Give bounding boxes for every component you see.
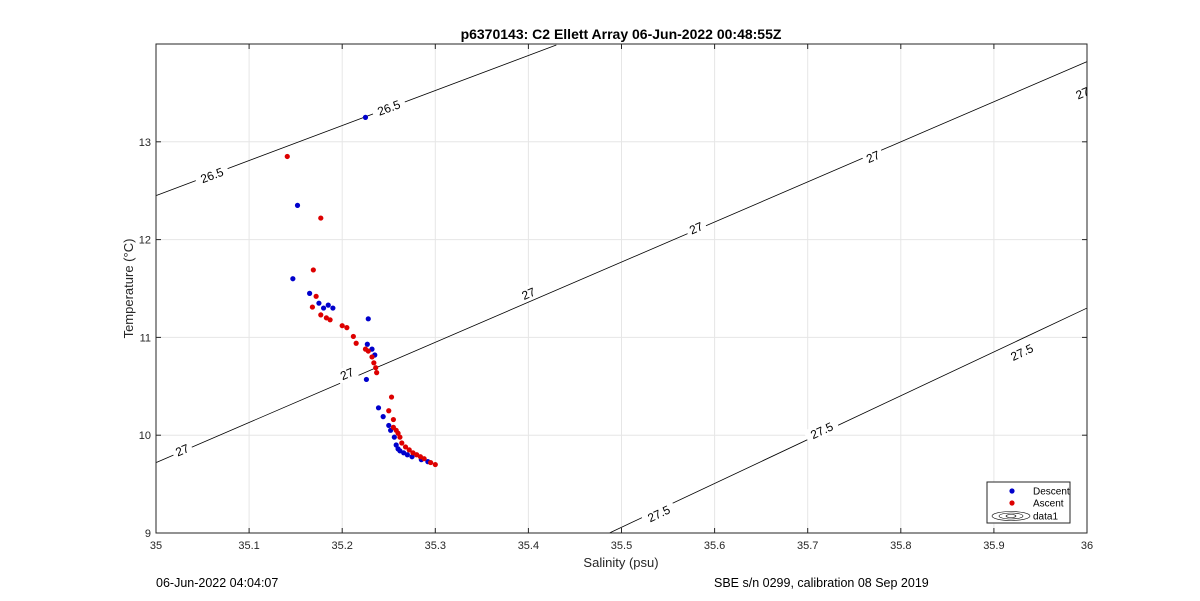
descent-point [362,114,369,120]
contour-label-bg [170,439,195,461]
legend-ascent-label: Ascent [1033,499,1064,510]
descent-point [364,341,370,347]
isopycnal-line [155,61,1088,463]
ascent-point [428,459,434,466]
y-axis-label: Temperature (°C) [121,239,136,339]
ascent-point [350,333,356,340]
ascent-point [353,340,359,346]
x-tick-label: 35.4 [518,540,539,552]
contour-label-bg [1070,82,1095,104]
legend-descent-marker [1009,488,1015,494]
contour-label: 27 [864,148,882,166]
descent-point [404,452,410,458]
ascent-point [399,440,405,446]
descent-point [365,316,371,322]
legend-box [986,481,1071,524]
data-points [284,114,438,468]
x-tick-label: 35.7 [797,540,818,552]
ascent-point [388,394,395,400]
y-tick-label: 13 [139,137,151,149]
x-tick-label: 35.9 [983,540,1004,552]
ascent-point [344,325,350,331]
x-tick-label: 36 [1081,540,1093,552]
ascent-point [365,348,371,354]
descent-point [316,300,322,306]
contour-label-bg [1003,338,1041,366]
legend-data1-label: data1 [1033,512,1058,523]
ascent-point [406,447,412,453]
contour-label-bg [860,146,885,167]
ascent-point [390,416,397,423]
contour-label-bg [193,162,231,188]
descent-point [330,305,336,311]
ascent-point [386,408,392,414]
ascent-point [339,323,345,329]
descent-point [363,376,370,383]
ascent-point [395,430,401,436]
descent-point [386,422,392,429]
contour-label: 27 [338,365,356,383]
x-tick-label: 35.8 [890,540,911,552]
isopycnal-line [609,307,1088,534]
ascent-point [371,360,377,366]
legend-descent-label: Descent [1033,487,1070,498]
contour-label-bg [334,363,359,384]
ascent-point [421,456,427,462]
ascent-point [309,304,316,310]
ascent-point [402,444,409,450]
ascent-point [369,354,375,360]
x-tick-label: 35.3 [425,540,446,552]
descent-point [391,434,397,440]
x-tick-label: 35 [150,540,162,552]
descent-point [320,305,327,311]
x-tick-label: 35.1 [238,540,259,552]
descent-point [325,302,331,308]
ascent-point [327,317,333,323]
contour-label-bg [684,217,708,239]
y-tick-label: 10 [139,430,151,442]
ascent-point [397,434,403,440]
y-tick-label: 11 [140,332,151,344]
y-tick-label: 9 [145,528,151,540]
x-tick-label: 35.2 [331,540,352,552]
contour-label-bg [370,95,408,121]
ascent-point [432,461,438,468]
ascent-point [318,312,324,318]
descent-point [380,414,386,420]
contour-label: 27 [687,219,705,237]
ascent-point [373,365,379,371]
print-timestamp: 06-Jun-2022 04:04:07 [156,576,279,590]
contour-label-bg [803,416,841,444]
descent-point [393,442,399,448]
contour-legend-icon [991,511,1031,521]
descent-point [307,290,313,296]
descent-point [409,454,415,460]
ascent-point [374,370,380,376]
contour-label: 27 [520,285,538,303]
axis-ticks: 35 35.1 35.2 35.3 35.4 35.5 35.6 35.7 35.8 35.9 36… [139,44,1093,552]
calibration-info: SBE s/n 0299, calibration 08 Sep 2019 [714,576,929,590]
descent-point [290,276,296,282]
contour-label: 27 [173,441,191,459]
contour-label: 26.5 [199,165,226,186]
chart-title: p6370143: C2 Ellett Array 06-Jun-2022 00… [461,26,782,42]
x-tick-label: 35.6 [704,540,725,552]
legend: Descent Ascent data1 [986,481,1071,524]
contour-label: 26.5 [376,97,403,118]
descent-point [294,202,301,208]
ascent-point [318,215,324,221]
ascent-point [313,293,319,299]
legend-ascent-marker [1009,500,1015,506]
contour-label-bg [516,283,541,304]
x-tick-label: 35.5 [611,540,632,552]
contour-label-bg [640,499,678,528]
y-tick-label: 12 [139,235,151,247]
ascent-point [310,267,316,273]
descent-point [375,405,382,411]
x-axis-label: Salinity (psu) [583,555,658,570]
ascent-point [284,153,290,160]
grid [155,44,1088,534]
